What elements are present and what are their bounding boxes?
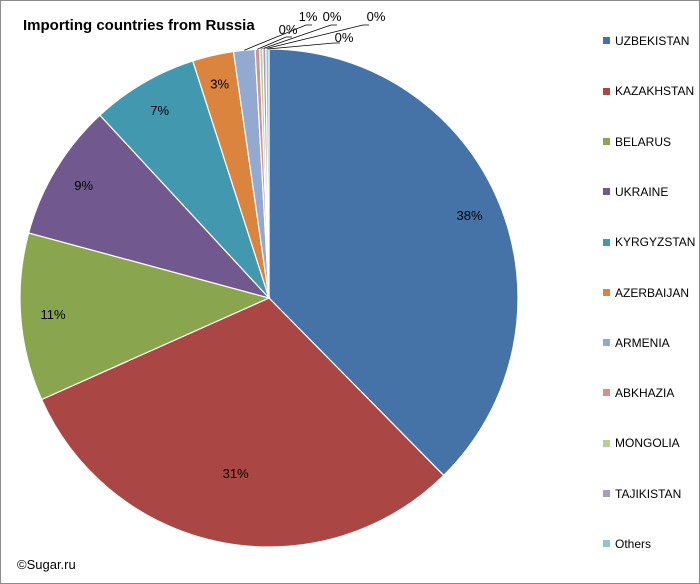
legend-label: MONGOLIA [615, 436, 680, 451]
legend-swatch [603, 238, 610, 246]
legend-item-mongolia: MONGOLIA [603, 436, 680, 452]
legend-label: UZBEKISTAN [615, 34, 690, 48]
pie-slice-kyrgyzstan [99, 60, 270, 299]
data-label-azerbaijan: 3% [210, 77, 229, 92]
data-label-ukraine: 9% [74, 178, 93, 193]
data-label-kyrgyzstan: 7% [150, 103, 169, 118]
legend-label: AZERBAIJAN [615, 285, 690, 300]
legend-swatch [603, 137, 610, 145]
data-label-mongolia: 0% [323, 9, 342, 24]
legend-label: ARMENIA [615, 335, 670, 350]
legend-swatch [603, 339, 610, 347]
leader-line [244, 24, 312, 51]
data-label-belarus: 11% [40, 307, 65, 322]
legend-item-azerbaijan: AZERBAIJAN [603, 286, 689, 302]
legend-swatch [603, 389, 610, 397]
legend-label: KYRGYZSTAN [615, 235, 696, 250]
legend-item-kazakhstan: KAZAKHSTAN [603, 84, 694, 100]
legend-item-others: Others [603, 537, 651, 553]
legend-swatch [603, 188, 610, 196]
legend-item-abkhazia: ABKHAZIA [603, 386, 674, 402]
legend-swatch [603, 288, 610, 296]
pie-slice-ukraine [27, 114, 271, 300]
legend-label: ABKHAZIA [615, 386, 675, 401]
chart-title: Importing countries from Russia [23, 17, 255, 34]
data-label-uzbekistan: 38% [456, 208, 482, 223]
copyright-text: ©Sugar.ru [17, 557, 76, 572]
data-label-armenia: 1% [299, 9, 318, 24]
legend-item-ukraine: UKRAINE [603, 185, 668, 201]
legend-item-armenia: ARMENIA [603, 336, 670, 352]
legend-swatch [603, 540, 610, 548]
data-label-others: 0% [335, 30, 354, 45]
legend-swatch [603, 87, 610, 95]
legend-label: TAJIKISTAN [615, 486, 682, 501]
legend-label: UKRAINE [615, 184, 669, 199]
data-label-abkhazia: 0% [279, 22, 298, 37]
legend-item-kyrgyzstan: KYRGYZSTAN [603, 235, 695, 251]
leader-line [264, 24, 369, 50]
leader-line [267, 42, 340, 50]
legend-swatch [603, 37, 610, 45]
legend-item-tajikistan: TAJIKISTAN [603, 487, 681, 503]
pie-slice-uzbekistan [268, 48, 519, 477]
legend-swatch [603, 490, 610, 498]
pie-slice-kazakhstan [40, 297, 445, 548]
legend-label: BELARUS [615, 134, 672, 149]
legend-label: Others [615, 537, 652, 551]
legend-swatch [603, 439, 610, 447]
pie-slice-belarus [19, 232, 271, 401]
legend-label: KAZAKHSTAN [615, 84, 695, 99]
data-label-tajikistan: 0% [367, 9, 386, 24]
legend-item-belarus: BELARUS [603, 135, 671, 151]
legend-item-uzbekistan: UZBEKISTAN [603, 34, 689, 50]
data-label-kazakhstan: 31% [223, 466, 249, 481]
leader-line [261, 24, 337, 50]
leader-line [257, 36, 292, 50]
